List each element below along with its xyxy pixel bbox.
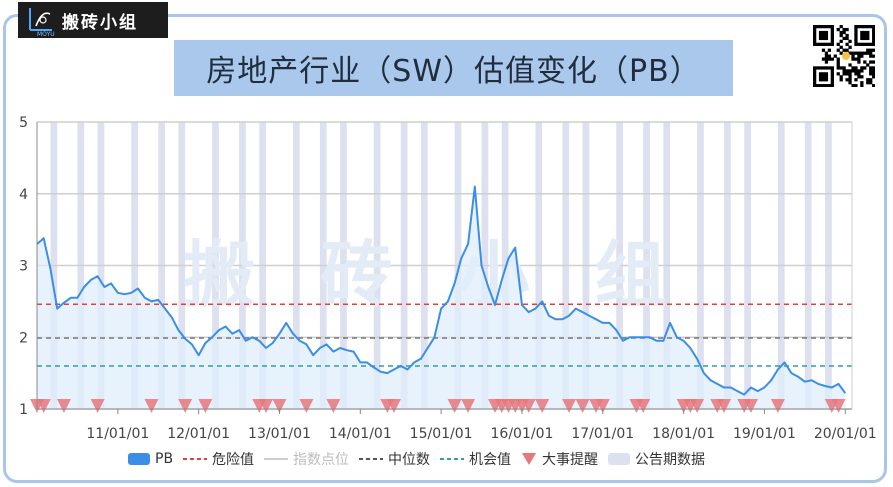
pb-series-line xyxy=(36,185,847,396)
x-tick-label: 19/01/01 xyxy=(733,426,796,442)
axes: 1 2 3 4 5 11/01/01 12/01/01 13/01/01 14/01/01 15/… xyxy=(19,115,877,442)
event-markers xyxy=(30,399,846,413)
event-marker xyxy=(144,399,159,413)
pb-area xyxy=(37,186,846,409)
event-marker xyxy=(595,399,610,413)
legend-label-announcement: 公告期数据 xyxy=(635,452,706,468)
legend-swatch-opportunity xyxy=(440,458,465,460)
x-tick-label: 15/01/01 xyxy=(410,426,473,442)
event-marker xyxy=(178,399,193,413)
chart-title-box: 房地产行业（SW）估值变化（PB） xyxy=(174,40,733,96)
y-tick-label: 4 xyxy=(19,187,28,203)
y-tick-label: 3 xyxy=(19,259,28,275)
legend-label-danger: 危险值 xyxy=(212,452,255,468)
legend-swatch-event-icon xyxy=(522,453,537,465)
legend-item-event[interactable]: 大事提醒 xyxy=(521,449,598,469)
event-marker xyxy=(562,399,577,413)
legend-swatch-index xyxy=(264,458,289,460)
event-marker xyxy=(447,399,462,413)
event-marker xyxy=(535,399,550,413)
event-marker xyxy=(272,399,287,413)
event-marker xyxy=(259,399,274,413)
event-marker xyxy=(575,399,590,413)
legend-swatch-danger xyxy=(183,458,208,460)
pb-line xyxy=(36,185,847,396)
legend-label-event: 大事提醒 xyxy=(542,452,599,468)
legend-swatch-median xyxy=(359,458,384,460)
x-tick-label: 11/01/01 xyxy=(86,426,149,442)
pb-area-fill xyxy=(37,186,846,409)
x-tick-label: 17/01/01 xyxy=(571,426,634,442)
legend-item-opportunity[interactable]: 机会值 xyxy=(440,449,511,469)
legend-label-pb: PB xyxy=(155,451,174,467)
legend-swatch-announcement xyxy=(608,453,631,465)
event-marker xyxy=(386,399,401,413)
legend-item-median[interactable]: 中位数 xyxy=(359,449,430,469)
event-marker xyxy=(690,399,705,413)
event-marker xyxy=(299,399,314,413)
y-tick-label: 5 xyxy=(19,115,28,131)
y-tick-label: 2 xyxy=(19,330,28,346)
chart-title: 房地产行业（SW）估值变化（PB） xyxy=(206,54,701,89)
event-marker xyxy=(717,399,732,413)
qr-code xyxy=(813,25,876,88)
legend-item-danger[interactable]: 危险值 xyxy=(183,449,254,469)
x-tick-label: 12/01/01 xyxy=(167,426,230,442)
legend-label-opportunity: 机会值 xyxy=(469,452,512,468)
y-tick-label: 1 xyxy=(19,402,28,418)
brand-name: 搬砖小组 xyxy=(62,12,138,33)
event-marker xyxy=(198,399,213,413)
chart-legend: PB 危险值 指数点位 中位数 机会值 大事提醒 公告期数据 xyxy=(128,450,715,468)
x-tick-label: 18/01/01 xyxy=(652,426,715,442)
event-marker xyxy=(521,399,536,413)
legend-item-announcement[interactable]: 公告期数据 xyxy=(608,449,705,469)
brand-sub: MOYU xyxy=(37,31,55,38)
event-marker xyxy=(326,399,341,413)
watermark-text: 搬 砖 小 组 xyxy=(183,233,686,317)
event-marker xyxy=(636,399,651,413)
legend-swatch-pb xyxy=(128,453,150,465)
legend-item-pb[interactable]: PB xyxy=(128,451,173,467)
event-marker xyxy=(831,399,846,413)
legend-item-index[interactable]: 指数点位 xyxy=(264,449,349,469)
event-marker xyxy=(743,399,758,413)
legend-label-median: 中位数 xyxy=(388,452,431,468)
x-tick-label: 14/01/01 xyxy=(329,426,392,442)
brand-logo: MOYU 搬砖小组 xyxy=(18,2,168,38)
event-marker xyxy=(770,399,785,413)
x-tick-label: 13/01/01 xyxy=(248,426,311,442)
event-marker xyxy=(56,399,71,413)
legend-label-index: 指数点位 xyxy=(293,452,350,468)
brand-icon: MOYU xyxy=(26,6,56,38)
x-tick-label: 16/01/01 xyxy=(491,426,554,442)
event-marker xyxy=(90,399,105,413)
event-marker xyxy=(461,399,476,413)
x-tick-label: 20/01/01 xyxy=(814,426,877,442)
event-marker xyxy=(36,399,51,413)
